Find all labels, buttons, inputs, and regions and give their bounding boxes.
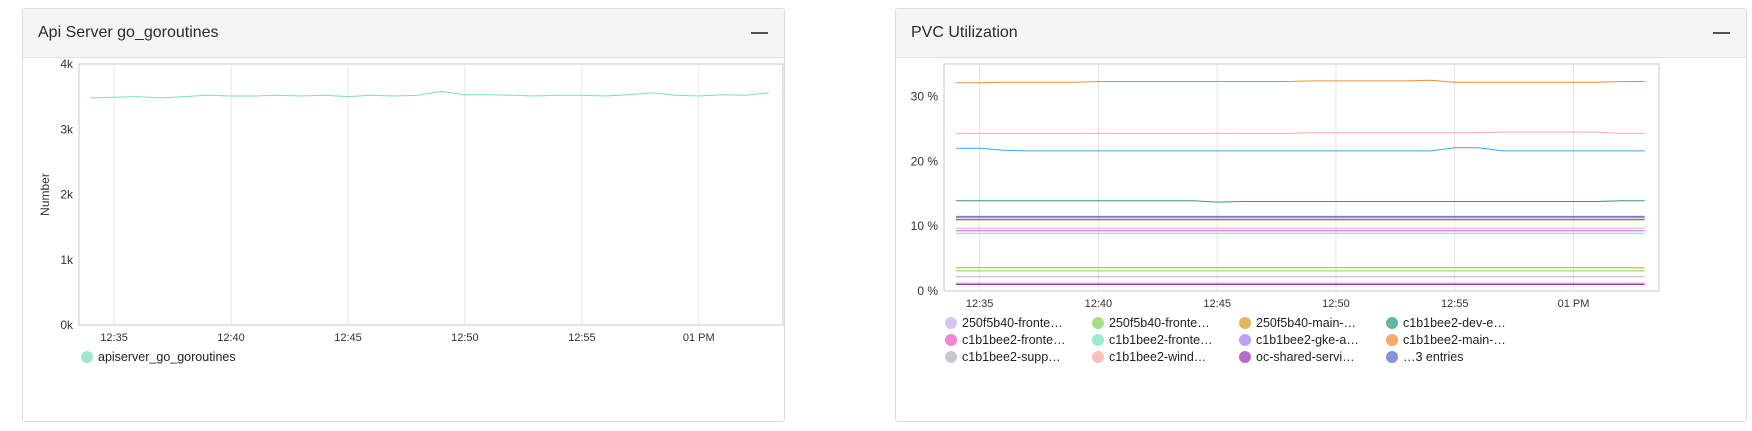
series-line <box>955 131 1645 134</box>
legend-swatch <box>945 334 957 346</box>
minus-icon <box>1713 32 1730 34</box>
legend-label: c1b1bee2-gke-a… <box>1256 333 1359 347</box>
x-tick-label: 12:55 <box>1441 298 1469 310</box>
legend-label: c1b1bee2-dev-e… <box>1403 316 1506 330</box>
minus-icon <box>751 32 768 34</box>
legend-label: 250f5b40-fronte… <box>962 316 1063 330</box>
y-tick-label: 1k <box>60 253 74 267</box>
panel-title: PVC Utilization <box>911 24 1018 41</box>
series-line <box>90 90 770 99</box>
x-tick-label: 12:50 <box>451 332 479 344</box>
y-tick-label: 0 % <box>917 284 938 298</box>
pvc-utilization-chart: 12:35 12:40 12:45 12:50 12:55 01 PM 0 % 10 % 20 … <box>911 63 1660 364</box>
legend-label: c1b1bee2-main-… <box>1403 333 1506 347</box>
collapse-button[interactable] <box>746 19 772 45</box>
plot-area <box>78 63 784 326</box>
y-tick-label: 2k <box>60 188 74 202</box>
legend-item[interactable]: c1b1bee2-main-… <box>1386 333 1506 347</box>
legend-swatch <box>1239 334 1251 346</box>
legend-swatch <box>1386 351 1398 363</box>
legend-label: oc-shared-servi… <box>1256 350 1355 364</box>
goroutines-chart: 12:35 12:40 12:45 12:50 12:55 01 PM 0k 1k 2k 3k 4k… <box>38 58 784 364</box>
y-tick-label: 30 % <box>911 89 939 103</box>
series-line <box>955 200 1645 203</box>
legend-label: c1b1bee2-fronte… <box>962 333 1066 347</box>
x-tick-label: 01 PM <box>1558 298 1590 310</box>
panel-header: PVC Utilization <box>896 9 1746 58</box>
legend-item[interactable]: c1b1bee2-supp… <box>945 350 1061 364</box>
legend-swatch <box>1239 351 1251 363</box>
legend-item[interactable]: c1b1bee2-fronte… <box>1092 333 1213 347</box>
legend-swatch <box>1386 334 1398 346</box>
legend-item[interactable]: c1b1bee2-fronte… <box>945 333 1066 347</box>
x-tick-label: 12:55 <box>568 332 596 344</box>
x-tick-label: 12:40 <box>217 332 245 344</box>
legend-label: c1b1bee2-supp… <box>962 350 1061 364</box>
y-axis-label: Number <box>38 173 52 216</box>
y-tick-label: 3k <box>60 122 74 136</box>
series-line <box>955 79 1645 84</box>
panel-title: Api Server go_goroutines <box>38 24 219 41</box>
legend-label: 250f5b40-main-… <box>1256 316 1356 330</box>
y-tick-label: 20 % <box>911 154 939 168</box>
x-tick-label: 12:45 <box>334 332 362 344</box>
legend-label: c1b1bee2-wind… <box>1109 350 1206 364</box>
collapse-button[interactable] <box>1708 19 1734 45</box>
legend-label: apiserver_go_goroutines <box>98 350 236 364</box>
x-tick-label: 12:40 <box>1085 298 1113 310</box>
legend-item[interactable]: 250f5b40-fronte… <box>945 316 1063 330</box>
legend-item[interactable]: …3 entries <box>1386 350 1463 364</box>
legend-swatch <box>1092 351 1104 363</box>
legend-item[interactable]: oc-shared-servi… <box>1239 350 1355 364</box>
legend-item[interactable]: 250f5b40-main-… <box>1239 316 1356 330</box>
legend-swatch <box>81 351 93 363</box>
y-tick-label: 10 % <box>911 219 939 233</box>
series-line <box>955 147 1645 152</box>
goroutines-panel: Api Server go_goroutines 12:35 12:40 12:45… <box>22 8 785 422</box>
y-tick-label: 4k <box>60 58 74 71</box>
pvc-utilization-panel: PVC Utilization 12:35 12:40 12:45 12:50 12:5… <box>895 8 1747 422</box>
legend-swatch <box>1092 317 1104 329</box>
legend-item[interactable]: c1b1bee2-dev-e… <box>1386 316 1506 330</box>
y-tick-label: 0k <box>60 318 74 332</box>
legend-item[interactable]: apiserver_go_goroutines <box>81 350 236 364</box>
legend-label: …3 entries <box>1403 350 1463 364</box>
legend-item[interactable]: 250f5b40-fronte… <box>1092 316 1210 330</box>
legend-item[interactable]: c1b1bee2-gke-a… <box>1239 333 1359 347</box>
legend-swatch <box>945 351 957 363</box>
x-tick-label: 12:35 <box>966 298 994 310</box>
legend-label: 250f5b40-fronte… <box>1109 316 1210 330</box>
x-tick-label: 12:45 <box>1203 298 1231 310</box>
x-tick-label: 12:50 <box>1322 298 1350 310</box>
legend-swatch <box>1386 317 1398 329</box>
plot-area <box>943 63 1660 292</box>
legend-swatch <box>1239 317 1251 329</box>
panel-header: Api Server go_goroutines <box>23 9 784 58</box>
x-tick-label: 12:35 <box>100 332 128 344</box>
legend-swatch <box>1092 334 1104 346</box>
legend-swatch <box>945 317 957 329</box>
x-tick-label: 01 PM <box>683 332 715 344</box>
legend-label: c1b1bee2-fronte… <box>1109 333 1213 347</box>
legend-item[interactable]: c1b1bee2-wind… <box>1092 350 1206 364</box>
